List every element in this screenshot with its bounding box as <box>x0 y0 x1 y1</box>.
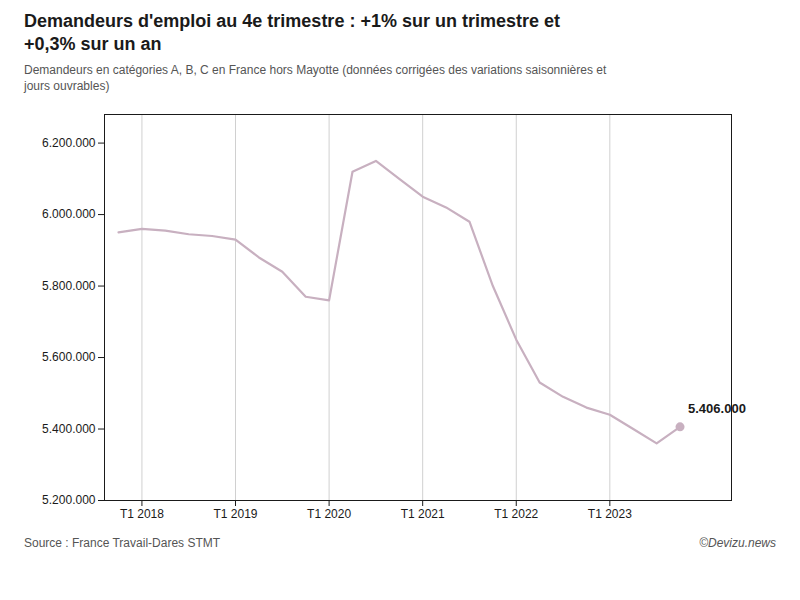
html-text:+0,3% sur un an: +0,3% sur un an <box>24 34 162 54</box>
svg-text:T1 2021: T1 2021 <box>401 507 445 521</box>
html-text:Source : France Travail-Dares: Source : France Travail-Dares STMT <box>24 536 221 550</box>
html-text:Demandeurs en catégories A, B,: Demandeurs en catégories A, B, C en Fran… <box>24 63 607 93</box>
svg-text:T1 2022: T1 2022 <box>494 507 538 521</box>
svg-text:5.400.000: 5.400.000 <box>42 422 96 436</box>
svg-text:T1 2023: T1 2023 <box>588 507 632 521</box>
svg-text:6.000.000: 6.000.000 <box>42 207 96 221</box>
svg-text:5.800.000: 5.800.000 <box>42 279 96 293</box>
html-text:Demandeurs d'emploi au 4e trim: Demandeurs d'emploi au 4e trimestre : +1… <box>24 11 560 31</box>
svg-text:T1 2019: T1 2019 <box>213 507 257 521</box>
svg-text:5.200.000: 5.200.000 <box>42 493 96 507</box>
svg-text:T1 2020: T1 2020 <box>307 507 351 521</box>
svg-text:T1 2018: T1 2018 <box>120 507 164 521</box>
svg-text:5.406.000: 5.406.000 <box>688 401 746 416</box>
html-text:©Devizu.news: ©Devizu.news <box>699 536 776 550</box>
svg-text:5.600.000: 5.600.000 <box>42 350 96 364</box>
svg-text:6.200.000: 6.200.000 <box>42 136 96 150</box>
